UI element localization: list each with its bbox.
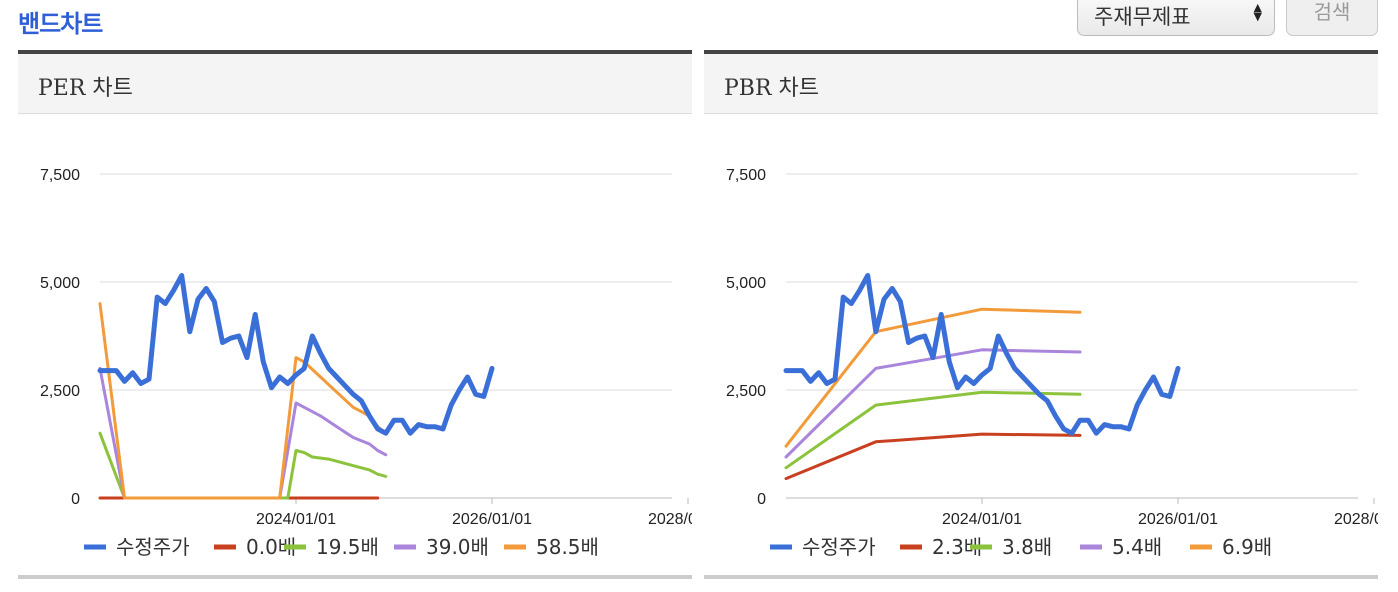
- y-tick-label: 5,000: [726, 275, 766, 292]
- x-tick-label: 2026/01/01: [452, 511, 532, 528]
- legend-label[interactable]: 19.5배: [316, 535, 379, 559]
- legend-label[interactable]: 수정주가: [116, 535, 190, 559]
- y-tick-label: 5,000: [40, 275, 80, 292]
- legend-label[interactable]: 6.9배: [1222, 535, 1272, 559]
- pbr-chart-title: PBR 차트: [724, 76, 820, 101]
- x-tick-label: 2024/01/01: [942, 511, 1022, 528]
- x-tick-label: 2028/01/01: [648, 511, 692, 528]
- per-chart-header: PER 차트: [18, 50, 692, 114]
- search-button[interactable]: 검색: [1286, 0, 1378, 36]
- page-title: 밴드차트: [18, 10, 103, 38]
- legend-label[interactable]: 수정주가: [802, 535, 876, 559]
- y-tick-label: 2,500: [40, 383, 80, 400]
- legend-label[interactable]: 3.8배: [1002, 535, 1052, 559]
- pbr-chart-divider: [704, 575, 1378, 579]
- per-chart: 0 2,500 5,000 7,500 2024/01/01 2026/01/01 2028…: [40, 167, 692, 559]
- pbr-chart: 0 2,500 5,000 7,500 2024/01/01 2026/01/01 2028…: [726, 167, 1378, 559]
- per-chart-panel: PER 차트 0 2,500 5,000 7,500 2024/01/01 2026/01…: [18, 50, 692, 580]
- pbr-chart-header: PBR 차트: [704, 50, 1378, 114]
- legend-label[interactable]: 39.0배: [426, 535, 489, 559]
- series-line: [98, 431, 388, 500]
- legend-label[interactable]: 58.5배: [536, 535, 599, 559]
- per-chart-title: PER 차트: [38, 76, 133, 101]
- legend-label[interactable]: 5.4배: [1112, 535, 1162, 559]
- x-tick-label: 2024/01/01: [256, 511, 336, 528]
- select-arrows-icon: ▲ ▼: [1253, 1, 1262, 23]
- series-line: [784, 390, 1082, 470]
- y-tick-label: 0: [71, 491, 80, 508]
- per-chart-divider: [18, 575, 692, 579]
- series-line: [784, 348, 1082, 459]
- x-tick-label: 2028/01/01: [1334, 511, 1378, 528]
- series-line: [98, 302, 388, 500]
- series-line: [97, 273, 495, 436]
- y-tick-label: 0: [757, 491, 766, 508]
- y-tick-label: 7,500: [726, 167, 766, 184]
- y-tick-label: 7,500: [40, 167, 80, 184]
- series-line: [784, 307, 1082, 448]
- x-tick-label: 2026/01/01: [1138, 511, 1218, 528]
- statement-type-select[interactable]: 주재무제표 ▲ ▼: [1077, 0, 1275, 36]
- pbr-chart-panel: PBR 차트 0 2,500 5,000 7,500 2024/01/01 2026/01…: [704, 50, 1378, 580]
- y-tick-label: 2,500: [726, 383, 766, 400]
- series-line: [783, 273, 1181, 436]
- statement-type-value: 주재무제표: [1094, 5, 1191, 29]
- series-line: [98, 366, 388, 500]
- series-line: [784, 432, 1082, 481]
